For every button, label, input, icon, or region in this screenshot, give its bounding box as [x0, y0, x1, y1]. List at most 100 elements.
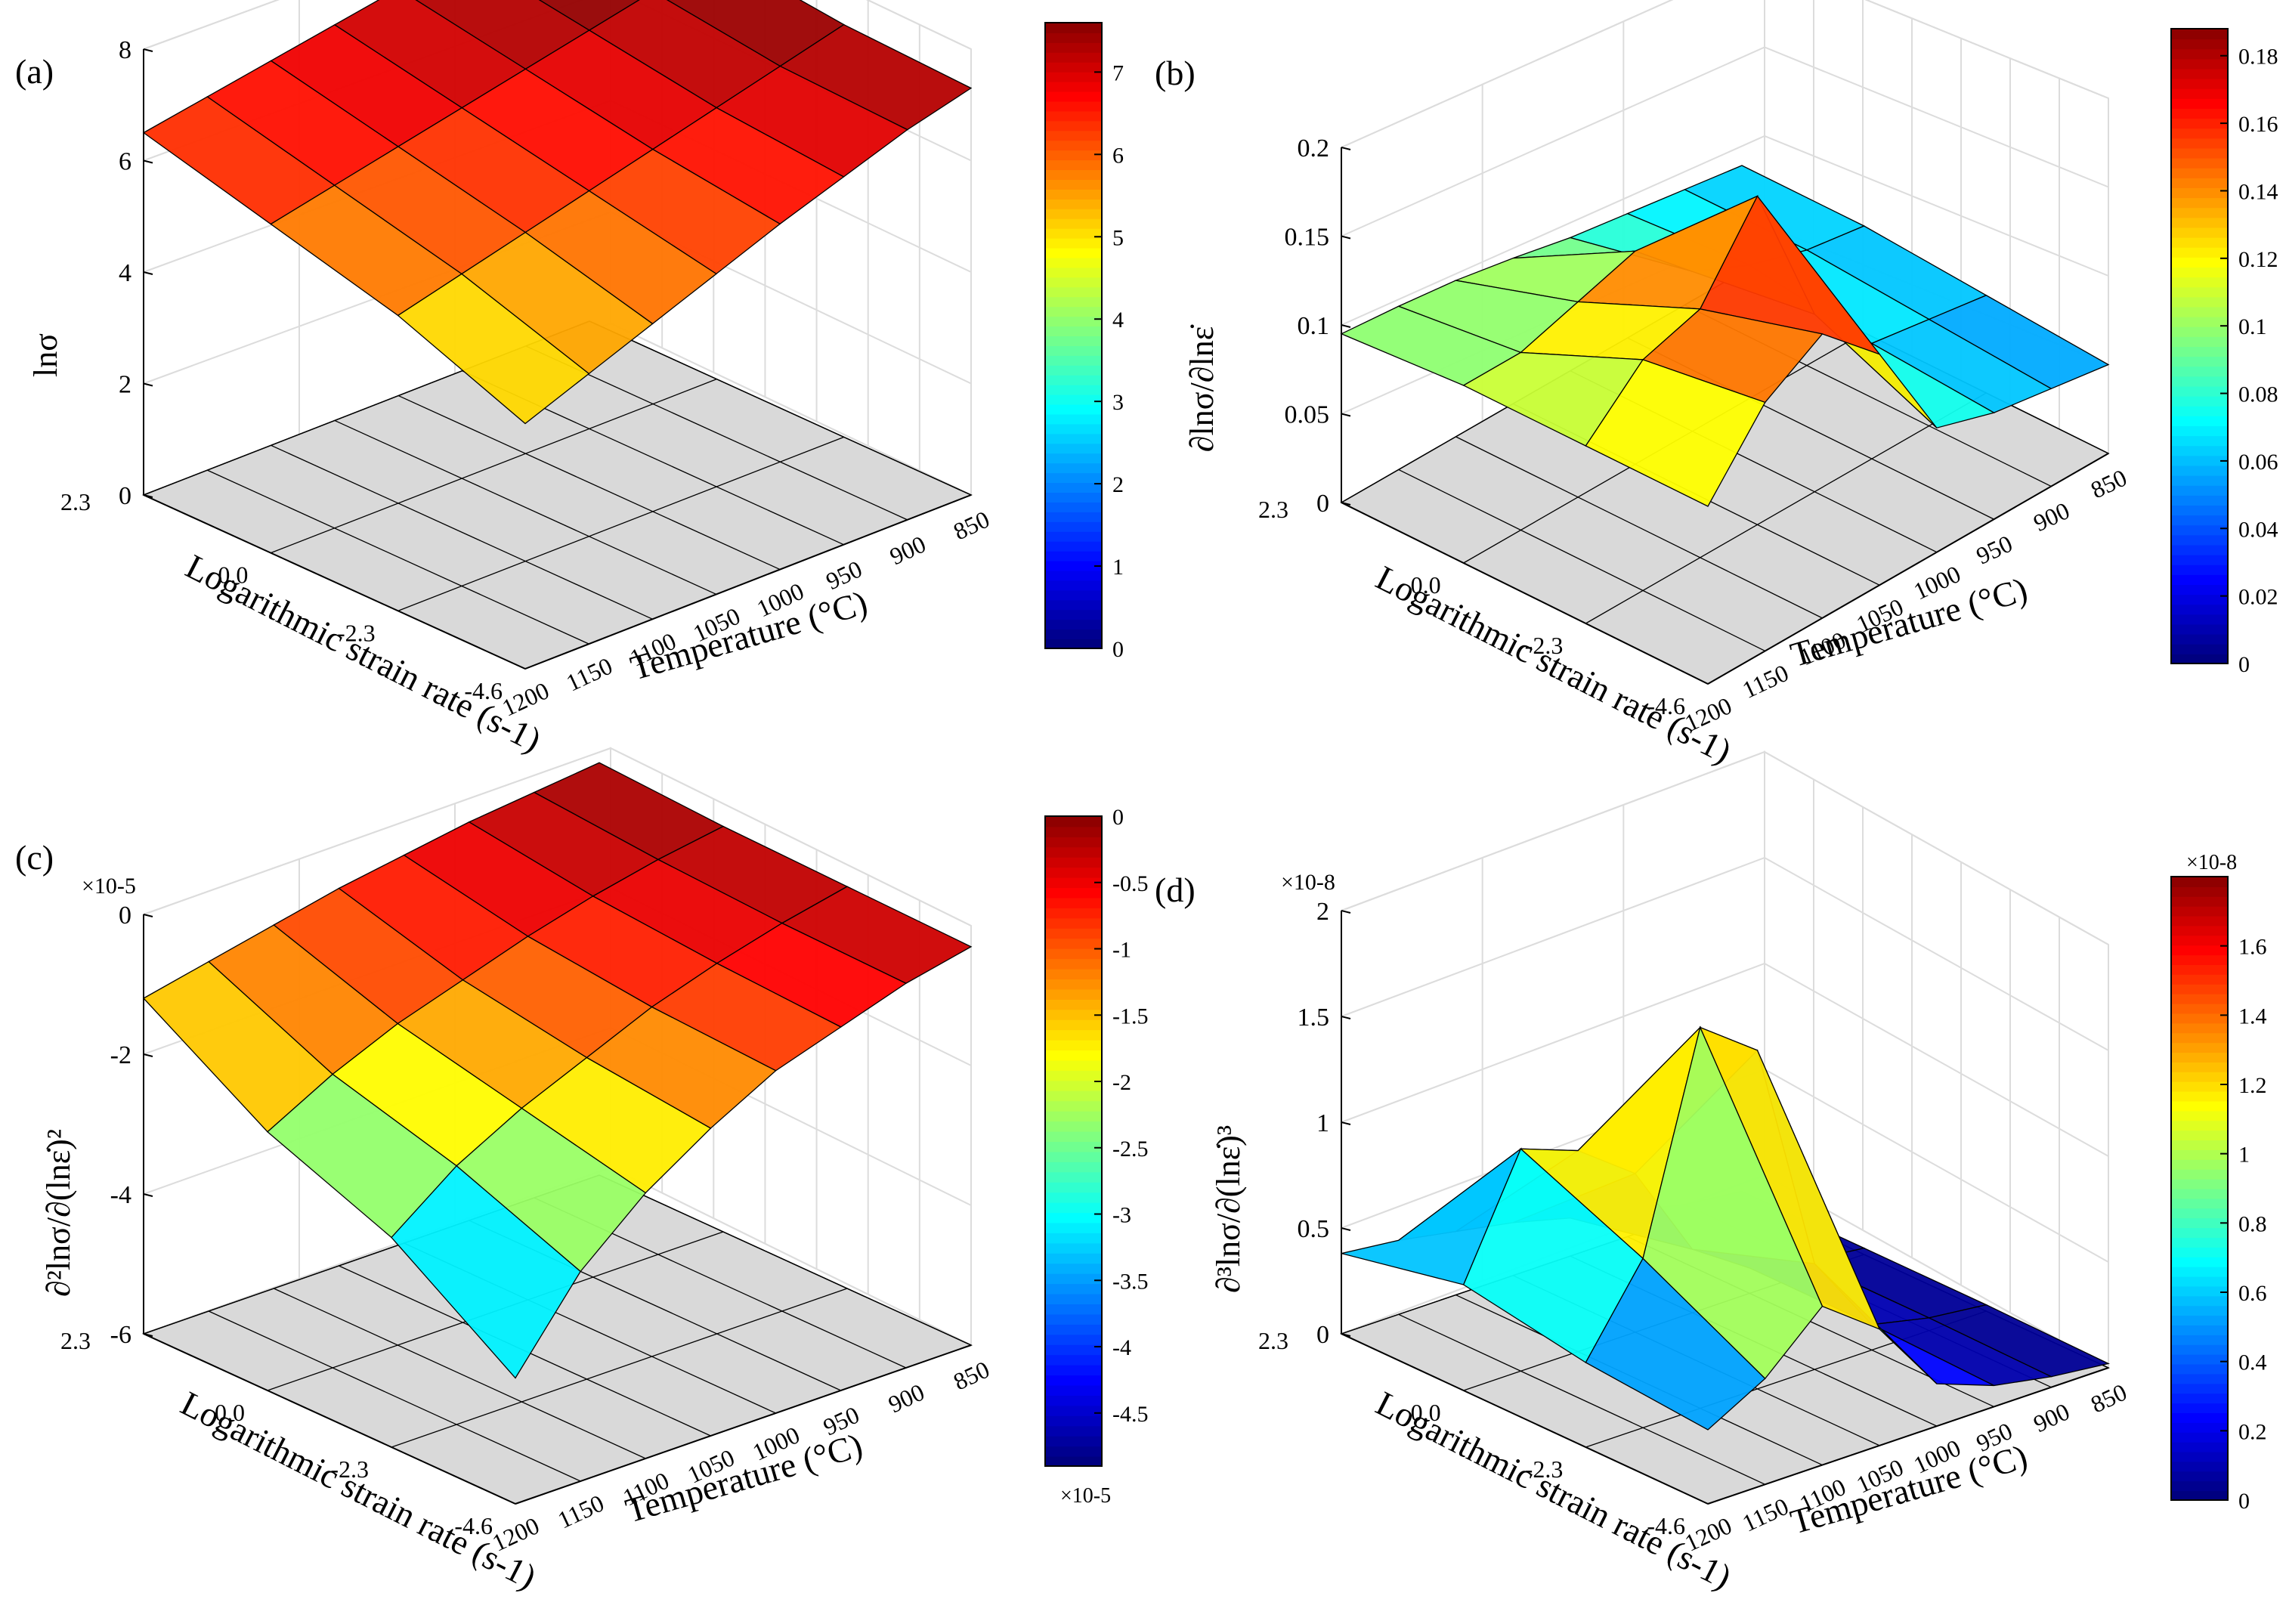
colorbar-band: [1045, 1446, 1102, 1457]
z-tick: [1341, 1227, 1351, 1231]
colorbar-tick-label: 0.14: [2238, 179, 2278, 204]
colorbar-band: [1045, 958, 1102, 970]
x-tick-label: 900: [2029, 496, 2074, 537]
colorbar-band: [1045, 1080, 1102, 1091]
colorbar-band: [2171, 465, 2228, 476]
colorbar-band: [1045, 1273, 1102, 1285]
floor-gridline: [589, 320, 972, 496]
colorbar-band: [1045, 550, 1102, 561]
colorbar-band: [2171, 935, 2228, 946]
colorbar-band: [1045, 1181, 1102, 1193]
colorbar-band: [1045, 1242, 1102, 1254]
z-tick: [143, 382, 153, 387]
colorbar-tick-label: 6: [1112, 143, 1124, 168]
x-axis-line: [1707, 453, 2109, 685]
colorbar-band: [2171, 217, 2228, 228]
colorbar-band: [1045, 1039, 1102, 1051]
colorbar-band: [2171, 425, 2228, 437]
colorbar-band: [2171, 1490, 2228, 1501]
colorbar-band: [2171, 395, 2228, 407]
colorbar-band: [2171, 1480, 2228, 1492]
colorbar-tick-label: 7: [1112, 60, 1124, 85]
colorbar-band: [1045, 188, 1102, 200]
colorbar-band: [1045, 306, 1102, 317]
colorbar-band: [1045, 1029, 1102, 1041]
colorbar-band: [1045, 1425, 1102, 1437]
y-tick-label: 2.3: [60, 488, 91, 515]
colorbar-band: [1045, 629, 1102, 640]
colorbar-band: [1045, 580, 1102, 591]
x-tick-label: 1150: [1738, 1493, 1793, 1537]
colorbar-band: [1045, 384, 1102, 395]
colorbar-band: [1045, 1069, 1102, 1081]
colorbar-band: [1045, 856, 1102, 868]
colorbar-frame: [1044, 815, 1103, 1467]
z-tick: [1341, 235, 1351, 240]
colorbar-band: [2171, 197, 2228, 209]
colorbar-band: [2171, 1285, 2228, 1297]
colorbar-band: [2171, 896, 2228, 907]
colorbar-tick-label: 0.08: [2238, 382, 2278, 407]
colorbar-band: [1045, 1344, 1102, 1356]
colorbar-band: [1045, 462, 1102, 474]
x-tick-label: 900: [886, 530, 930, 570]
colorbar-band: [1045, 531, 1102, 542]
x-tick-label: 1150: [1738, 659, 1793, 704]
z-tick: [1341, 910, 1351, 914]
colorbar-band: [2171, 623, 2228, 635]
colorbar-band: [2171, 88, 2228, 99]
colorbar-band: [2171, 207, 2228, 218]
colorbar-band: [2171, 58, 2228, 70]
colorbar-band: [1045, 988, 1102, 1000]
colorbar-band: [1045, 1455, 1102, 1467]
colorbar-band: [2171, 1081, 2228, 1092]
z-tick: [143, 1053, 153, 1057]
colorbar-band: [1045, 521, 1102, 532]
colorbar-tick-label: 0.06: [2238, 450, 2278, 475]
z-tick-label: 6: [119, 148, 131, 176]
floor-gridline: [397, 436, 844, 611]
z-multiplier: ×10-5: [82, 874, 136, 899]
surface: [142, 0, 973, 425]
colorbar-band: [2171, 256, 2228, 268]
colorbar-band: [1045, 1384, 1102, 1396]
colorbar-band: [1045, 1050, 1102, 1061]
colorbar-tick-label: 1.6: [2238, 935, 2267, 960]
x-tick-label: 1150: [553, 1489, 608, 1533]
x-axis-line: [524, 494, 972, 670]
colorbar-band: [2171, 653, 2228, 664]
surface: [142, 762, 973, 1379]
colorbar-band: [2171, 167, 2228, 178]
colorbar-band: [1045, 540, 1102, 552]
colorbar-band: [1045, 917, 1102, 929]
colorbar-band: [2171, 385, 2228, 397]
colorbar-band: [1045, 257, 1102, 268]
colorbar-tick-label: -2: [1112, 1070, 1131, 1095]
x-tick-label: 1150: [562, 652, 617, 697]
colorbar-band: [1045, 1131, 1102, 1142]
colorbar-band: [2171, 1403, 2228, 1413]
colorbar-band: [2171, 954, 2228, 966]
colorbar-band: [1045, 443, 1102, 454]
colorbar-tick-label: -1: [1112, 938, 1131, 963]
panel-a: 024682.30.0-2.3-4.6120011501100105010009…: [15, 0, 1124, 759]
colorbar-band: [2171, 1061, 2228, 1072]
colorbar-band: [2171, 48, 2228, 60]
z-tick: [1341, 502, 1351, 506]
colorbar-band: [2171, 1178, 2228, 1189]
colorbar-band: [1045, 267, 1102, 278]
z-tick: [1341, 413, 1351, 417]
colorbar-band: [2171, 108, 2228, 119]
colorbar-band: [1045, 826, 1102, 837]
colorbar-band: [2171, 993, 2228, 1004]
colorbar-tick-label: -4.5: [1112, 1402, 1149, 1427]
colorbar-band: [1045, 1059, 1102, 1071]
z-tick: [1341, 147, 1351, 150]
z-tick-label: 8: [119, 36, 131, 64]
colorbar: 0 1 2 3 4 5 6 7: [1044, 22, 1124, 662]
z-tick: [1341, 1016, 1351, 1019]
y-tick-label: 0.0: [215, 1399, 245, 1426]
colorbar-tick-label: 0.02: [2238, 585, 2278, 610]
colorbar-band: [2171, 1353, 2228, 1365]
